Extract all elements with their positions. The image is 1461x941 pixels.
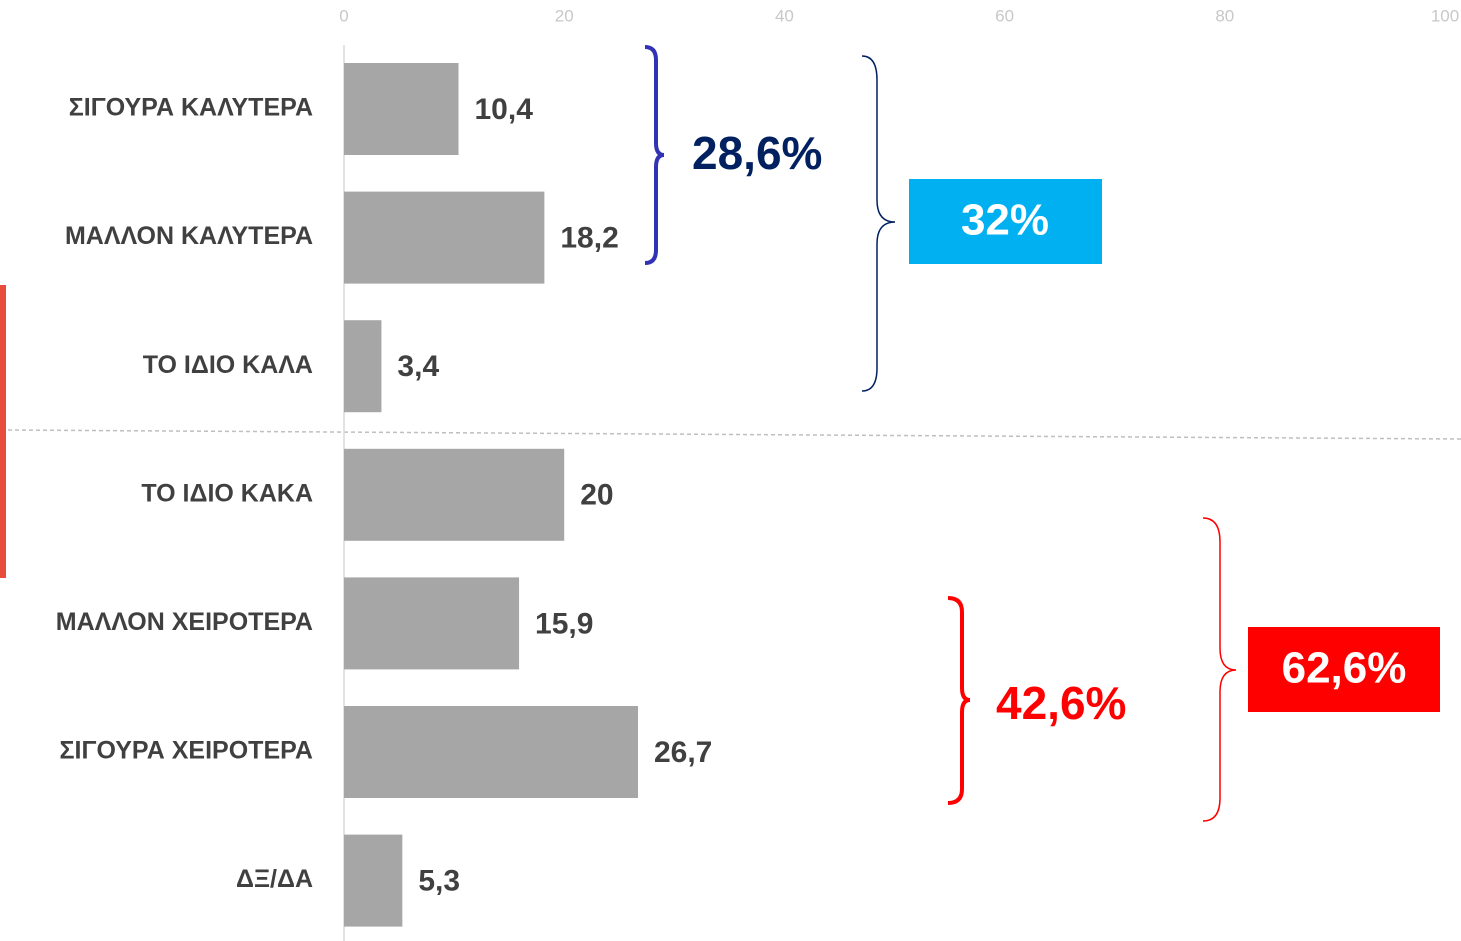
bar: [344, 448, 565, 541]
bar: [344, 63, 459, 155]
y-tick-label: ΤΟ ΙΔΙΟ ΚΑΛΑ: [143, 351, 313, 379]
y-tick-label: ΜΑΛΛΟΝ ΚΑΛΥΤΕΡΑ: [65, 222, 313, 250]
bracket: [861, 55, 896, 392]
annotation: 32%: [961, 196, 1049, 245]
value-label: 26,7: [654, 736, 712, 769]
bar: [344, 706, 638, 798]
bar: [344, 834, 403, 927]
value-label: 15,9: [535, 607, 593, 640]
x-tick-label: 80: [1215, 6, 1234, 25]
bar: [344, 320, 382, 413]
y-tick-label: ΣΙΓΟΥΡΑ ΧΕΙΡΟΤΕΡΑ: [60, 737, 313, 765]
y-tick-label: ΤΟ ΙΔΙΟ ΚΑΚΑ: [141, 479, 313, 507]
bar: [344, 577, 520, 670]
y-tick-label: ΔΞ/ΔΑ: [236, 865, 313, 893]
y-tick-label: ΜΑΛΛΟΝ ΧΕΙΡΟΤΕΡΑ: [56, 608, 313, 636]
annotation: 62,6%: [1282, 644, 1407, 693]
y-tick-label: ΣΙΓΟΥΡΑ ΚΑΛΥΤΕΡΑ: [69, 94, 313, 122]
value-label: 18,2: [560, 222, 618, 255]
bracket: [644, 45, 665, 265]
bracket: [1202, 517, 1237, 822]
value-label: 5,3: [418, 865, 460, 898]
x-tick-label: 60: [995, 6, 1014, 25]
annotation: 28,6%: [692, 127, 822, 179]
annotation-box: [909, 179, 1102, 264]
value-label: 3,4: [397, 350, 439, 383]
x-tick-label: 0: [339, 6, 348, 25]
annotation: 42,6%: [996, 677, 1126, 729]
annotation-box: [1248, 627, 1440, 712]
value-label: 10,4: [475, 93, 534, 126]
x-tick-label: 100: [1431, 6, 1459, 25]
x-tick-label: 40: [775, 6, 794, 25]
separator: [7, 429, 1461, 440]
bar: [344, 191, 545, 284]
x-tick-label: 20: [555, 6, 574, 25]
value-label: 20: [580, 479, 613, 512]
bracket: [947, 596, 971, 805]
side-marker: [0, 285, 6, 578]
